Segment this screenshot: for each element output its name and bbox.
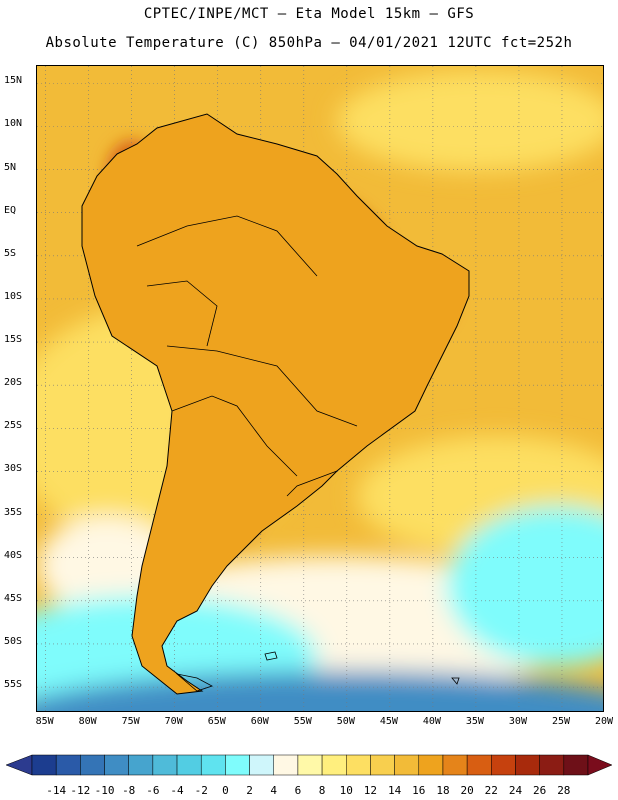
colorbar-low-arrow [5, 754, 33, 776]
temperature-map [37, 66, 603, 711]
colorbar-label: -14 [46, 784, 67, 797]
longitude-label: 75W [121, 716, 140, 727]
longitude-label: 65W [207, 716, 226, 727]
title-line-1: CPTEC/INPE/MCT — Eta Model 15km — GFS [143, 6, 475, 22]
latitude-label: 50S [4, 635, 23, 647]
colorbar-label: 24 [508, 784, 523, 797]
latitude-label: 40S [4, 549, 23, 561]
colorbar-swatch [273, 754, 299, 776]
colorbar-label: 0 [222, 784, 229, 797]
colorbar-label: -2 [194, 784, 208, 797]
latitude-label: 5N [4, 161, 17, 173]
color-scale-bar [5, 754, 613, 776]
longitude-label: 70W [164, 716, 183, 727]
colorbar-swatch [31, 754, 57, 776]
colorbar-label: -4 [170, 784, 184, 797]
longitude-label: 85W [35, 716, 54, 727]
latitude-label: 5S [4, 247, 17, 259]
longitude-label: 40W [422, 716, 441, 727]
latitude-label: 45S [4, 592, 23, 604]
colorbar-swatch [491, 754, 516, 776]
colorbar-swatch [176, 754, 202, 776]
colorbar-swatch [321, 754, 347, 776]
country-borders [136, 215, 358, 497]
colorbar-swatch [200, 754, 226, 776]
latitude-label: 15S [4, 334, 23, 346]
colorbar-label: -12 [70, 784, 91, 797]
map-panel [36, 65, 604, 712]
colorbar-label: -10 [94, 784, 115, 797]
colorbar-swatch [515, 754, 540, 776]
longitude-label: 80W [78, 716, 97, 727]
latitude-label: 20S [4, 377, 23, 389]
islands [175, 651, 460, 692]
longitude-label: 45W [379, 716, 398, 727]
colorbar-label: 10 [339, 784, 353, 797]
ocean-pale-north [337, 71, 603, 171]
colorbar-label: 8 [318, 784, 326, 797]
title-line-2: Absolute Temperature (C) 850hPa — 04/01/… [45, 35, 573, 51]
color-scale-swatches [5, 754, 613, 776]
colorbar-swatch [80, 754, 105, 776]
colorbar-label: -8 [122, 784, 136, 797]
latitude-label: 10N [4, 118, 23, 130]
colorbar-label: 12 [363, 784, 378, 797]
colorbar-label: 4 [270, 784, 278, 797]
longitude-label: 30W [508, 716, 527, 727]
latitude-label: 55S [4, 679, 23, 691]
colorbar-label: 6 [294, 784, 302, 797]
latitude-label: 25S [4, 420, 23, 432]
colorbar-label: 2 [246, 784, 253, 797]
colorbar-label: 16 [412, 784, 426, 797]
latitude-label: 35S [4, 506, 23, 518]
colorbar-swatch [104, 754, 129, 776]
longitude-label: 60W [250, 716, 269, 727]
colorbar-label: 28 [557, 784, 571, 797]
latitude-label: EQ [4, 204, 17, 216]
colorbar-swatch [466, 754, 492, 776]
longitude-label: 35W [465, 716, 484, 727]
longitude-label: 50W [336, 716, 355, 727]
ocean-atlantic-cool [447, 506, 603, 666]
colorbar-high-arrow [587, 754, 613, 776]
colorbar-swatch [55, 754, 81, 776]
colorbar-swatch [346, 754, 371, 776]
colorbar-swatch [563, 754, 589, 776]
colorbar-swatch [418, 754, 444, 776]
latitude-label: 30S [4, 463, 23, 475]
colorbar-swatch [539, 754, 565, 776]
colorbar-swatch [225, 754, 250, 776]
colorbar-label: 26 [533, 784, 547, 797]
colorbar-swatch [249, 754, 274, 776]
colorbar-swatch [370, 754, 395, 776]
colorbar-swatch [152, 754, 178, 776]
colorbar-label: 22 [484, 784, 498, 797]
longitude-label: 25W [551, 716, 570, 727]
colorbar-swatch [394, 754, 420, 776]
colorbar-swatch [442, 754, 468, 776]
latitude-label: 15N [4, 75, 23, 87]
latitude-label: 10S [4, 290, 23, 302]
colorbar-label: 18 [436, 784, 450, 797]
colorbar-swatch [297, 754, 323, 776]
longitude-label: 55W [293, 716, 312, 727]
colorbar-label: -6 [146, 784, 160, 797]
colorbar-label: 14 [387, 784, 402, 797]
colorbar-swatch [128, 754, 154, 776]
colorbar-label: 20 [460, 784, 474, 797]
longitude-label: 20W [594, 716, 614, 727]
